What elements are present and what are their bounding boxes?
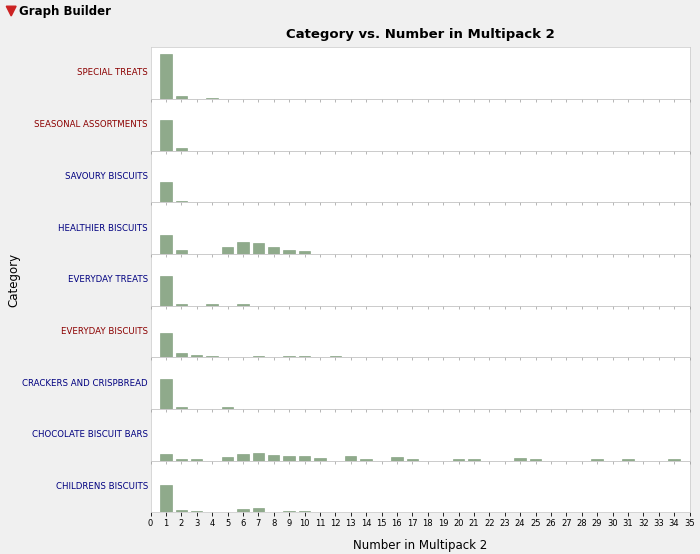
Bar — [299, 456, 310, 461]
Bar — [176, 510, 187, 512]
Bar — [191, 355, 202, 357]
Text: CRACKERS AND CRISPBREAD: CRACKERS AND CRISPBREAD — [22, 379, 148, 388]
Bar — [222, 247, 233, 254]
Bar — [176, 304, 187, 306]
Bar — [299, 251, 310, 254]
Bar — [268, 455, 279, 461]
Bar — [160, 378, 172, 409]
Bar — [253, 453, 264, 461]
Bar — [514, 458, 526, 461]
Bar — [160, 454, 172, 461]
Bar — [284, 511, 295, 512]
Bar — [237, 242, 248, 254]
Bar — [468, 459, 480, 461]
Bar — [284, 356, 295, 357]
Bar — [206, 304, 218, 306]
Bar — [314, 458, 326, 461]
Bar — [176, 201, 187, 202]
Bar — [284, 250, 295, 254]
Bar — [237, 454, 248, 461]
Bar — [160, 333, 172, 357]
Bar — [160, 235, 172, 254]
Bar — [160, 485, 172, 512]
Bar — [253, 508, 264, 512]
Bar — [330, 356, 341, 357]
Bar — [191, 459, 202, 461]
Bar — [345, 456, 356, 461]
Text: SAVOURY BISCUITS: SAVOURY BISCUITS — [65, 172, 148, 181]
Bar — [299, 356, 310, 357]
Text: EVERYDAY TREATS: EVERYDAY TREATS — [68, 275, 148, 284]
Bar — [206, 98, 218, 99]
Bar — [391, 457, 402, 461]
Bar — [237, 304, 248, 306]
Bar — [360, 459, 372, 461]
Bar — [453, 459, 464, 461]
Text: Category vs. Number in Multipack 2: Category vs. Number in Multipack 2 — [286, 28, 554, 41]
Bar — [160, 182, 172, 202]
Bar — [176, 148, 187, 151]
Bar — [160, 276, 172, 306]
Text: SEASONAL ASSORTMENTS: SEASONAL ASSORTMENTS — [34, 120, 148, 129]
Text: EVERYDAY BISCUITS: EVERYDAY BISCUITS — [61, 327, 148, 336]
Bar — [668, 459, 680, 461]
Bar — [622, 459, 634, 461]
Text: Category: Category — [7, 253, 20, 307]
Bar — [299, 511, 310, 512]
Bar — [284, 456, 295, 461]
Bar — [176, 96, 187, 99]
Bar — [160, 120, 172, 151]
Bar — [253, 243, 264, 254]
Bar — [222, 457, 233, 461]
Bar — [191, 511, 202, 512]
Bar — [268, 247, 279, 254]
Text: HEALTHIER BISCUITS: HEALTHIER BISCUITS — [58, 224, 148, 233]
Text: Graph Builder: Graph Builder — [19, 4, 111, 18]
Text: SPECIAL TREATS: SPECIAL TREATS — [77, 69, 148, 78]
Bar — [206, 356, 218, 357]
Bar — [176, 353, 187, 357]
Bar — [237, 509, 248, 512]
Bar — [407, 459, 418, 461]
Bar — [253, 356, 264, 357]
Text: CHOCOLATE BISCUIT BARS: CHOCOLATE BISCUIT BARS — [32, 430, 148, 439]
Bar — [530, 459, 541, 461]
Bar — [176, 407, 187, 409]
Text: Number in Multipack 2: Number in Multipack 2 — [353, 539, 487, 552]
Bar — [592, 459, 603, 461]
Polygon shape — [6, 6, 16, 16]
Bar — [222, 407, 233, 409]
Bar — [176, 250, 187, 254]
Text: CHILDRENS BISCUITS: CHILDRENS BISCUITS — [55, 482, 148, 491]
Bar — [176, 459, 187, 461]
Bar — [160, 54, 172, 99]
